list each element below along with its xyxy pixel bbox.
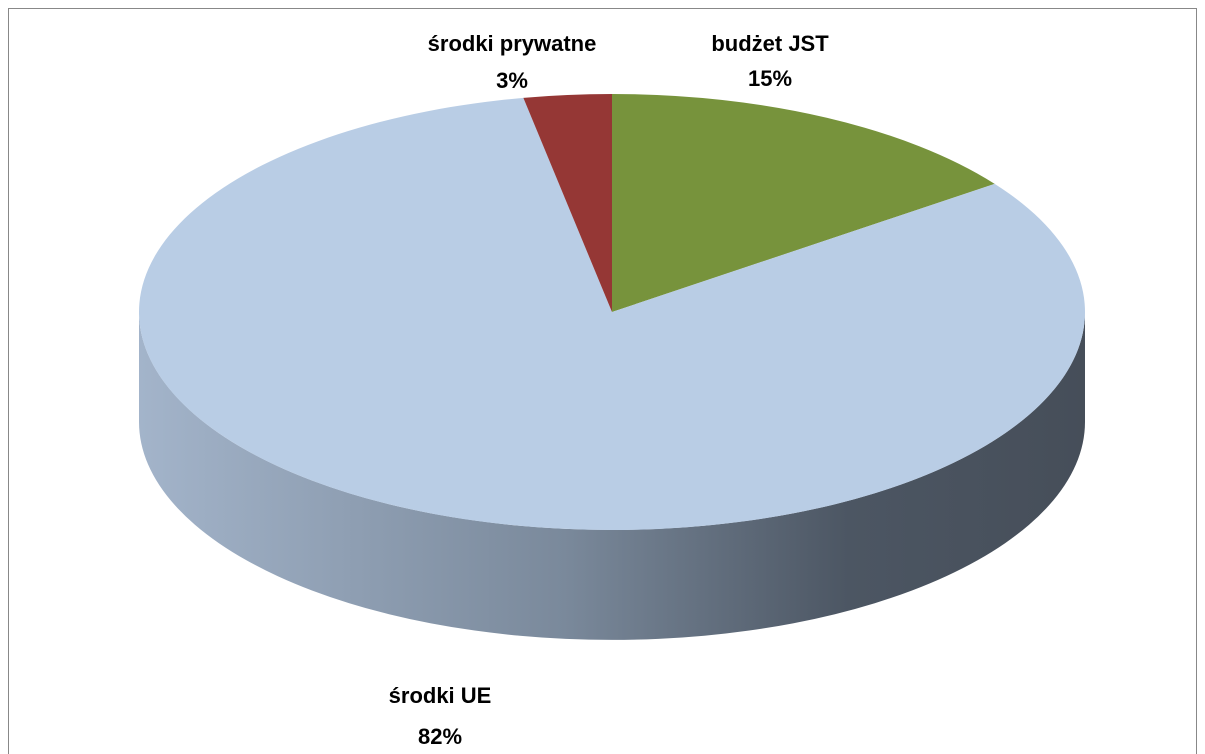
slice-label: środki prywatne (428, 31, 597, 56)
slice-value: 3% (496, 68, 528, 93)
pie-slice (139, 97, 1086, 530)
slice-label: budżet JST (711, 31, 829, 56)
pie-side (139, 312, 1085, 640)
slice-value: 15% (748, 66, 792, 91)
chart-frame (8, 8, 1197, 754)
slice-value: 82% (418, 724, 462, 749)
slice-label: środki UE (389, 683, 492, 708)
pie-slice (523, 94, 612, 312)
pie-slice (612, 94, 995, 312)
